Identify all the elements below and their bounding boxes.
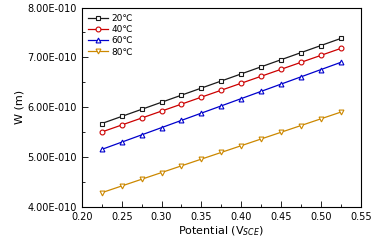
- 80℃: [219, 151, 224, 154]
- 20℃: [159, 101, 164, 104]
- 60℃: [339, 61, 343, 64]
- X-axis label: Potential (V$_{SCE}$): Potential (V$_{SCE}$): [179, 224, 264, 238]
- 80℃: [179, 164, 184, 167]
- 80℃: [140, 178, 144, 181]
- 60℃: [299, 75, 303, 78]
- 40℃: [140, 116, 144, 119]
- 40℃: [259, 75, 263, 78]
- Legend: 20℃, 40℃, 60℃, 80℃: 20℃, 40℃, 60℃, 80℃: [86, 11, 136, 59]
- 80℃: [339, 111, 343, 114]
- 20℃: [199, 86, 203, 89]
- 40℃: [239, 82, 244, 85]
- 60℃: [199, 112, 203, 115]
- 60℃: [140, 133, 144, 136]
- 40℃: [299, 61, 303, 64]
- 40℃: [179, 103, 184, 106]
- 80℃: [100, 191, 104, 194]
- 60℃: [259, 90, 263, 93]
- Line: 80℃: 80℃: [99, 110, 343, 195]
- 40℃: [339, 47, 343, 50]
- 60℃: [219, 104, 224, 107]
- 40℃: [219, 89, 224, 92]
- 80℃: [239, 144, 244, 147]
- 80℃: [119, 184, 124, 187]
- 60℃: [159, 126, 164, 129]
- 20℃: [259, 65, 263, 68]
- 80℃: [279, 131, 283, 134]
- 40℃: [279, 68, 283, 71]
- 60℃: [319, 68, 323, 71]
- 20℃: [179, 94, 184, 97]
- 20℃: [279, 58, 283, 61]
- 40℃: [100, 131, 104, 134]
- 60℃: [179, 119, 184, 122]
- 40℃: [119, 123, 124, 127]
- Line: 60℃: 60℃: [99, 60, 343, 152]
- Line: 20℃: 20℃: [99, 36, 343, 126]
- 60℃: [279, 83, 283, 86]
- 40℃: [319, 54, 323, 57]
- 20℃: [239, 72, 244, 75]
- 20℃: [100, 122, 104, 125]
- 60℃: [239, 97, 244, 100]
- 20℃: [119, 115, 124, 118]
- 80℃: [299, 124, 303, 127]
- 80℃: [199, 158, 203, 161]
- 80℃: [259, 137, 263, 140]
- 20℃: [299, 51, 303, 54]
- 80℃: [319, 117, 323, 120]
- 20℃: [219, 79, 224, 82]
- Line: 40℃: 40℃: [99, 46, 343, 134]
- 40℃: [199, 96, 203, 99]
- 20℃: [339, 37, 343, 40]
- 60℃: [119, 141, 124, 144]
- 20℃: [319, 44, 323, 47]
- 20℃: [140, 108, 144, 111]
- Y-axis label: W (m): W (m): [15, 90, 25, 124]
- 60℃: [100, 148, 104, 151]
- 40℃: [159, 110, 164, 113]
- 80℃: [159, 171, 164, 174]
